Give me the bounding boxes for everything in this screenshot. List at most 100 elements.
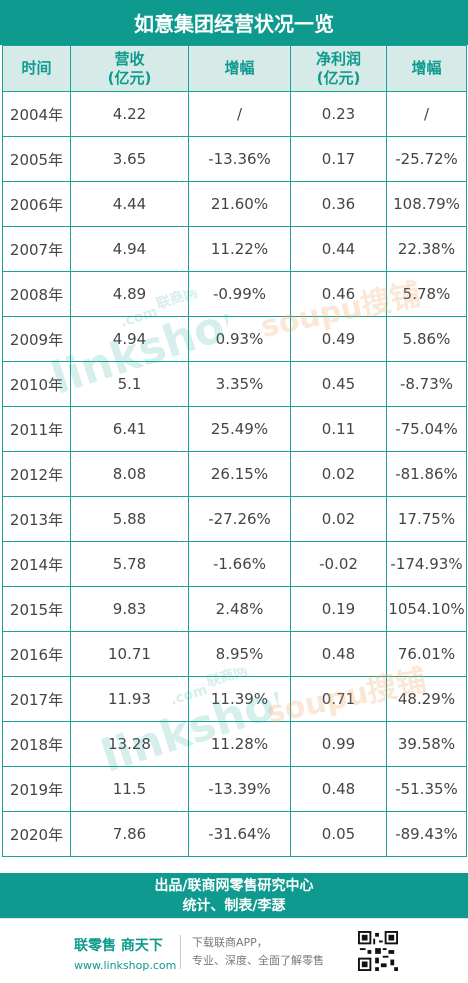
table-cell: 22.38% [386,226,467,272]
table-cell: 11.22% [188,226,291,272]
table-cell: / [188,91,291,137]
brand-url[interactable]: www.linkshop.com [74,959,177,972]
table-cell: 0.23 [290,91,387,137]
table-header: 时间 营收 (亿元) 增幅 净利润 (亿元) 增幅 [2,45,467,92]
table-cell: 3.35% [188,361,291,407]
table-cell: 2009年 [2,316,71,362]
table-row: 2010年 5.1 3.35% 0.45 -8.73% [2,361,467,407]
table-cell: / [386,91,467,137]
table-cell: 4.89 [70,271,189,317]
table-cell: 0.49 [290,316,387,362]
table-cell: -27.26% [188,496,291,542]
brand-promo-line2: 专业、深度、全面了解零售 [192,954,324,967]
table-cell: 4.44 [70,181,189,227]
table-cell: 17.75% [386,496,467,542]
table-cell: 2008年 [2,271,71,317]
table-cell: 9.83 [70,586,189,632]
table-cell: 1054.10% [386,586,467,632]
table-cell: 8.08 [70,451,189,497]
table-cell: 2018年 [2,721,71,767]
table-cell: 2017年 [2,676,71,722]
table-row: 2005年 3.65 -13.36% 0.17 -25.72% [2,136,467,182]
table-cell: 11.93 [70,676,189,722]
table-cell: -89.43% [386,811,467,857]
table-cell: 2011年 [2,406,71,452]
table-cell: 108.79% [386,181,467,227]
table-cell: -0.02 [290,541,387,587]
column-header: 增幅 [386,45,467,92]
table-cell: 5.78% [386,271,467,317]
brand-divider [180,935,181,969]
table-cell: 11.28% [188,721,291,767]
table-cell: 2.48% [188,586,291,632]
table-cell: 11.5 [70,766,189,812]
brand-left: 联零售 商天下 www.linkshop.com [74,935,176,972]
table-cell: 0.99 [290,721,387,767]
table-cell: 0.48 [290,766,387,812]
table-row: 2015年 9.83 2.48% 0.19 1054.10% [2,586,467,632]
table-cell: -51.35% [386,766,467,812]
table-cell: 13.28 [70,721,189,767]
table-row: 2012年 8.08 26.15% 0.02 -81.86% [2,451,467,497]
table-cell: 48.29% [386,676,467,722]
table-cell: -31.64% [188,811,291,857]
brand-slogan: 联零售 商天下 [74,938,163,954]
table-cell: -0.99% [188,271,291,317]
table-cell: 0.44 [290,226,387,272]
table-cell: 0.17 [290,136,387,182]
table-cell: -75.04% [386,406,467,452]
table-cell: 2006年 [2,181,71,227]
table-row: 2007年 4.94 11.22% 0.44 22.38% [2,226,467,272]
table-row: 2011年 6.41 25.49% 0.11 -75.04% [2,406,467,452]
table-row: 2019年 11.5 -13.39% 0.48 -51.35% [2,766,467,812]
table-row: 2004年 4.22/0.23/ [2,91,467,137]
table-cell: 39.58% [386,721,467,767]
table-cell: -13.36% [188,136,291,182]
table-row: 2013年 5.88 -27.26% 0.02 17.75% [2,496,467,542]
table-cell: 0.45 [290,361,387,407]
table-cell: 8.95% [188,631,291,677]
table-cell: 2010年 [2,361,71,407]
table-cell: 10.71 [70,631,189,677]
table-cell: 21.60% [188,181,291,227]
table-cell: 2007年 [2,226,71,272]
table-cell: 0.46 [290,271,387,317]
table-cell: 26.15% [188,451,291,497]
table-cell: 2020年 [2,811,71,857]
table-cell: 5.88 [70,496,189,542]
table-cell: 2015年 [2,586,71,632]
column-header: 时间 [2,45,71,92]
table-row: 2018年 13.28 11.28% 0.99 39.58% [2,721,467,767]
table-cell: 0.71 [290,676,387,722]
credits-author: 统计、制表/李瑟 [182,898,286,914]
table-cell: -13.39% [188,766,291,812]
table-cell: 76.01% [386,631,467,677]
table-cell: 2005年 [2,136,71,182]
table-cell: 2012年 [2,451,71,497]
table-cell: 2013年 [2,496,71,542]
table-cell: 0.36 [290,181,387,227]
table-cell: -81.86% [386,451,467,497]
column-header: 营收 (亿元) [70,45,189,92]
table-row: 2009年 4.94 0.93% 0.49 5.86% [2,316,467,362]
table-cell: 11.39% [188,676,291,722]
table-cell: -174.93% [386,541,467,587]
table-cell: -8.73% [386,361,467,407]
table-cell: 0.93% [188,316,291,362]
credits-footer: 出品/联商网零售研究中心 统计、制表/李瑟 [0,873,468,918]
data-table: 时间 营收 (亿元) 增幅 净利润 (亿元) 增幅 2004年 4.22/0.23/200… [2,45,467,857]
page-title: 如意集团经营状况一览 [0,0,468,45]
table-row: 2017年 11.93 11.39% 0.71 48.29% [2,676,467,722]
table-cell: -25.72% [386,136,467,182]
qr-code-icon[interactable] [358,931,398,971]
table-cell: 7.86 [70,811,189,857]
table-row: 2006年 4.44 21.60% 0.36 108.79% [2,181,467,227]
table-cell: 0.05 [290,811,387,857]
table-cell: 0.02 [290,496,387,542]
table-cell: 5.86% [386,316,467,362]
table-row: 2008年 4.89 -0.99% 0.46 5.78% [2,271,467,317]
table-cell: 2019年 [2,766,71,812]
table-row: 2016年 10.71 8.95% 0.48 76.01% [2,631,467,677]
table-cell: 4.22 [70,91,189,137]
table-cell: 0.19 [290,586,387,632]
